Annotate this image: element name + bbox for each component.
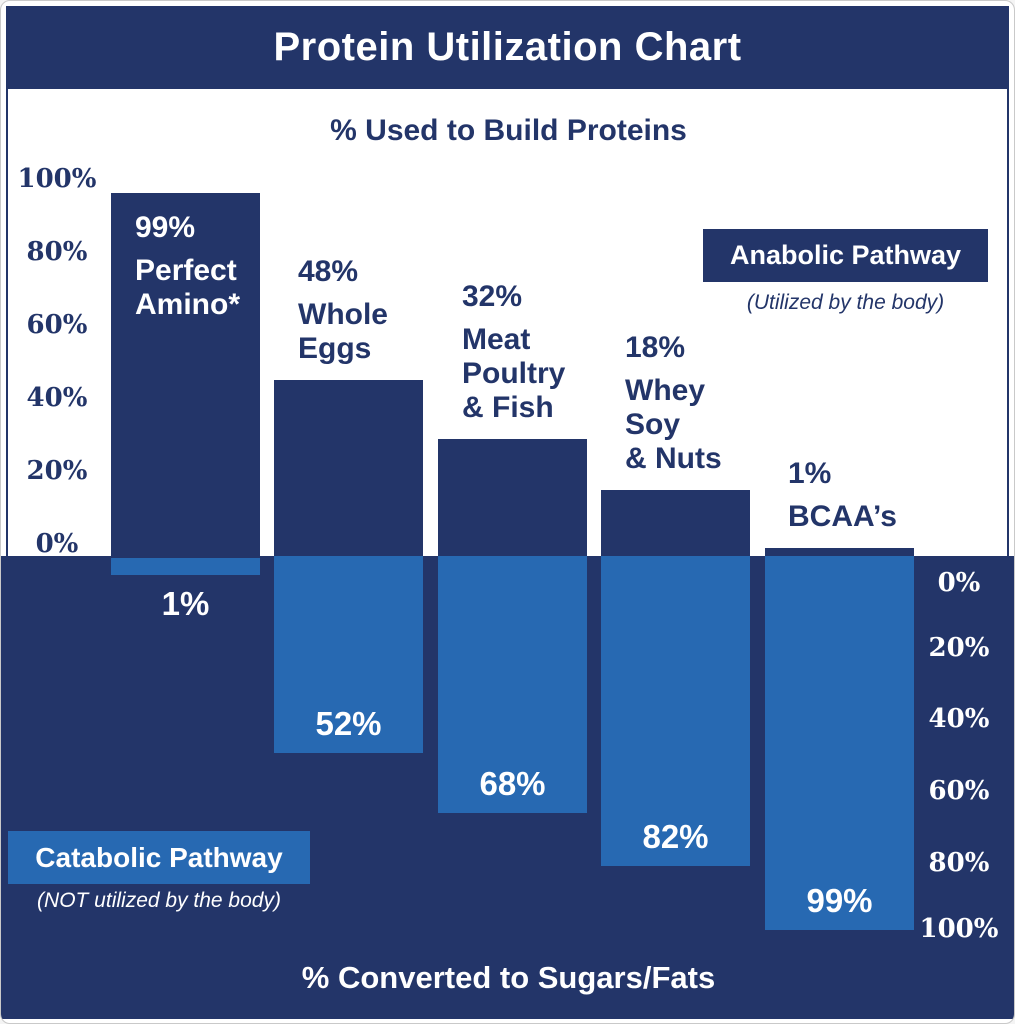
bar-up-whole-eggs — [274, 380, 423, 556]
bar-down-meat-poultry-fish: 68% — [438, 556, 587, 813]
bar-value: 18% — [625, 331, 686, 364]
bar-value: 82% — [642, 818, 709, 855]
bar-value: 32% — [462, 280, 523, 313]
catabolic-pathway-caption: (NOT utilized by the body) — [37, 889, 281, 912]
bar-value: 1% — [161, 585, 210, 622]
catabolic-pathway-legend: Catabolic Pathway — [8, 831, 310, 884]
bar-down-whole-eggs: 52% — [274, 556, 423, 753]
left-axis-tick-40: 40% — [26, 383, 88, 413]
lower-axis-title: % Converted to Sugars/Fats — [301, 960, 716, 995]
chart-header: Protein Utilization Chart — [6, 6, 1009, 89]
catabolic-plot-area: 1% 52% 68% 82% 99% 0% 20% 40% 60% 80% 10… — [1, 556, 1014, 1019]
right-axis-tick-80: 80% — [928, 848, 990, 878]
left-axis-tick-20: 20% — [26, 456, 88, 486]
bar-up-whey-soy-nuts — [601, 490, 750, 556]
anabolic-plot-area: % Used to Build Proteins 100% 80% 60% 40… — [1, 89, 1014, 559]
catabolic-pathway-label: Catabolic Pathway — [35, 841, 283, 873]
bar-down-whey-soy-nuts: 82% — [601, 556, 750, 866]
left-axis-tick-60: 60% — [26, 310, 88, 340]
anabolic-pathway-legend: Anabolic Pathway — [703, 229, 988, 282]
right-axis-tick-100: 100% — [919, 914, 999, 944]
right-axis-tick-40: 40% — [928, 704, 990, 734]
bar-down-perfect-amino: 1% — [111, 558, 260, 622]
bar-label-meat-poultry-fish: 32% Meat Poultry & Fish — [462, 280, 565, 425]
bar-label-bcaas: 1% BCAA’s — [788, 457, 897, 534]
right-axis-tick-60: 60% — [928, 776, 990, 806]
bar-label-perfect-amino: 99% Perfect Amino* — [135, 211, 240, 322]
right-axis-tick-20: 20% — [928, 633, 990, 663]
bar-value: 99% — [135, 211, 196, 244]
bar-category: Whole Eggs — [298, 298, 388, 365]
anabolic-pathway-caption: (Utilized by the body) — [746, 291, 945, 314]
bar-value: 52% — [315, 705, 382, 742]
bar-category: Perfect Amino* — [135, 254, 240, 321]
bar-value: 48% — [298, 255, 359, 288]
chart-title: Protein Utilization Chart — [273, 25, 742, 69]
bar-label-whey-soy-nuts: 18% Whey Soy & Nuts — [625, 331, 722, 476]
bar-category: BCAA’s — [788, 500, 897, 533]
bar-value: 1% — [788, 457, 832, 490]
right-axis-tick-0: 0% — [937, 568, 981, 598]
bar-value: 68% — [479, 765, 546, 802]
bar-value: 99% — [806, 882, 873, 919]
bar-label-whole-eggs: 48% Whole Eggs — [298, 255, 388, 366]
bar-down-bcaas: 99% — [765, 556, 914, 930]
bar-up-bcaas — [765, 548, 914, 556]
anabolic-pathway-label: Anabolic Pathway — [729, 240, 962, 270]
left-axis-tick-100: 100% — [17, 164, 97, 194]
bar-up-perfect-amino — [111, 193, 260, 556]
left-axis-tick-80: 80% — [26, 237, 88, 267]
upper-axis-title: % Used to Build Proteins — [330, 114, 687, 147]
bar-up-meat-poultry-fish — [438, 439, 587, 556]
bar-category: Whey Soy & Nuts — [625, 374, 722, 475]
left-axis-tick-0: 0% — [35, 529, 79, 559]
bar-category: Meat Poultry & Fish — [462, 323, 566, 424]
